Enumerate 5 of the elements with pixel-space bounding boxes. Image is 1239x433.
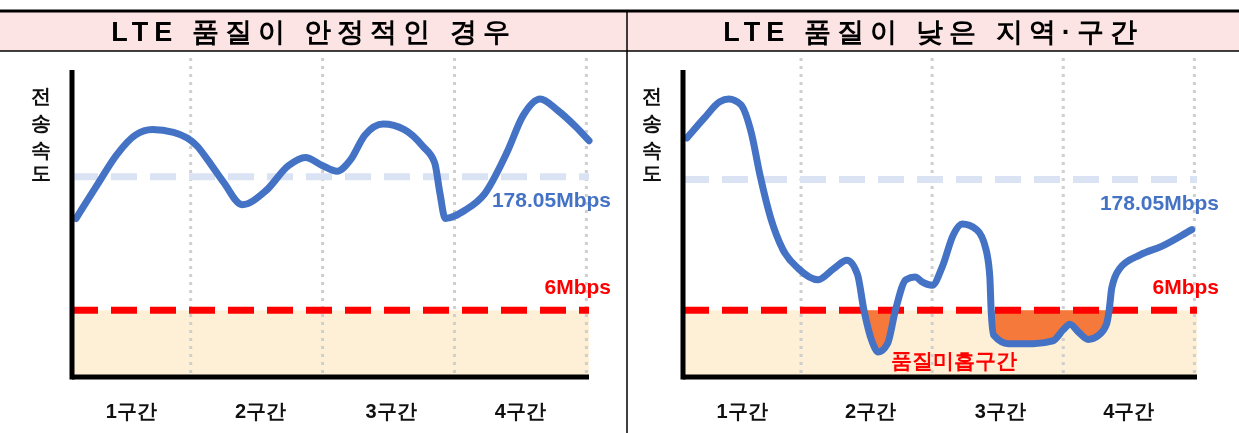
title: LTE 품질이 낮은 지역·구간 <box>723 17 1143 47</box>
annotation: 품질미흡구간 <box>891 348 1017 372</box>
y-label: 전송속도 <box>30 72 52 180</box>
title: LTE 품질이 안정적인 경우 <box>111 17 516 47</box>
y-label: 전송속도 <box>641 72 663 180</box>
